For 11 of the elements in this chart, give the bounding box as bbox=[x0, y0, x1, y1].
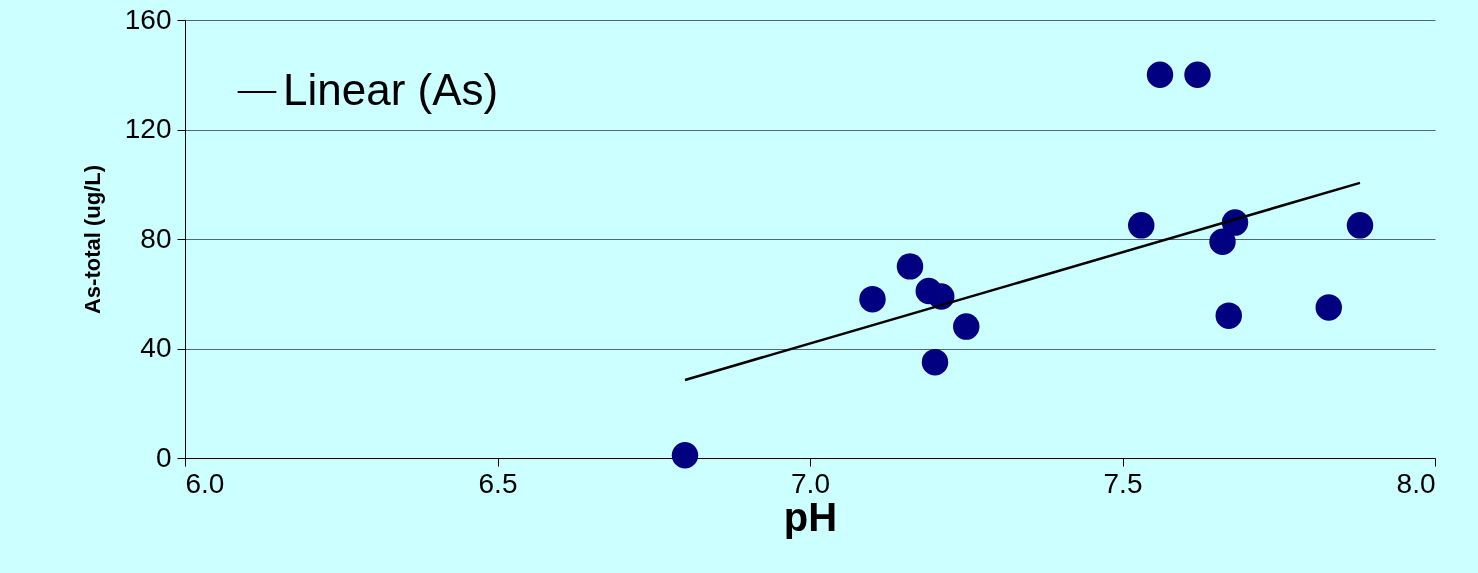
x-tick-label: 7.5 bbox=[1103, 467, 1143, 499]
x-tick-label: 8.0 bbox=[1396, 467, 1436, 499]
x-tick-label: 6.5 bbox=[478, 467, 518, 499]
y-tick-label: 120 bbox=[124, 113, 172, 144]
y-tick-label: 0 bbox=[155, 441, 172, 473]
y-tick-label: 40 bbox=[140, 332, 172, 363]
y-tick-label: 160 bbox=[124, 3, 172, 35]
y-axis-title: As-total (ug/L) bbox=[79, 164, 105, 315]
x-tick-label: 6.0 bbox=[185, 467, 225, 499]
y-tick-label: 80 bbox=[140, 222, 172, 254]
legend-label: Linear (As) bbox=[283, 65, 499, 114]
